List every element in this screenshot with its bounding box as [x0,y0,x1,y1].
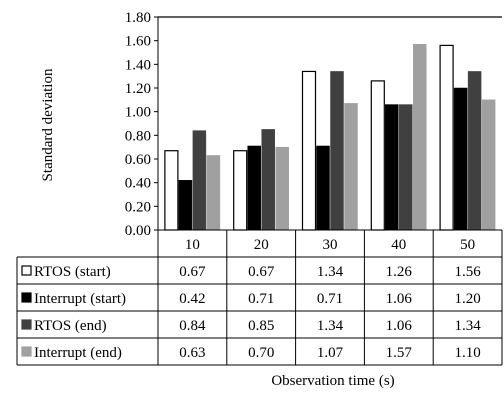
data-label: 1.06 [386,291,413,307]
bar [481,99,496,231]
bar [370,80,385,231]
data-label: 0.71 [248,291,274,307]
y-tick-label: 0.20 [125,199,151,215]
bar [164,150,179,231]
y-tick-label: 1.40 [125,57,151,73]
bar [467,71,482,231]
data-label: 0.63 [179,345,205,361]
y-tick-label: 0.00 [125,223,151,239]
legend-label: Interrupt (start) [34,291,126,307]
y-tick-label: 0.80 [125,128,151,144]
data-label: 1.07 [317,345,344,361]
bar [316,145,330,231]
x-axis-label: Observation time (s) [271,373,394,389]
x-tick-label: 30 [323,237,338,253]
data-label: 1.20 [454,291,480,307]
bar [206,155,221,231]
data-label: 1.06 [386,318,413,334]
bar [344,103,358,231]
x-tick-label: 20 [254,237,269,253]
legend-label: Interrupt (end) [34,345,122,361]
data-label: 0.85 [248,318,274,334]
data-label: 1.34 [454,318,481,334]
data-label: 0.67 [248,264,275,280]
data-label: 0.42 [179,291,205,307]
data-label: 1.34 [317,318,344,334]
data-label: 1.34 [317,264,344,280]
data-label: 0.71 [317,291,343,307]
y-tick-label: 1.60 [125,34,151,50]
legend-swatch [21,292,32,303]
legend-swatch [21,346,32,357]
bar [439,44,454,231]
y-tick-label: 1.00 [125,105,151,121]
legend-row: RTOS (start) 0.67 0.67 1.34 1.26 1.56 [21,264,481,280]
y-axis-label: Standard deviation [40,68,56,181]
legend-label: RTOS (end) [34,318,107,334]
x-tick-label: 50 [460,237,475,253]
x-tick-label: 40 [391,237,406,253]
bar [413,43,427,231]
bar [385,104,399,231]
y-tick-label: 1.20 [125,81,151,97]
y-tick-label: 0.40 [125,176,151,192]
bar [233,150,248,231]
data-label: 1.10 [454,345,480,361]
bar [178,180,193,231]
bar [247,145,261,231]
data-table: 10 20 30 40 50 RTOS (start) 0.67 0.67 1.34 1.26 1.… [16,229,503,366]
bar [330,71,344,231]
bar [261,129,275,231]
bar [399,104,413,231]
y-axis: 0.00 0.20 0.40 0.60 0.80 1.00 1.20 1.40 1.60 1.80 [125,10,159,239]
bars [164,43,496,231]
y-tick-label: 1.80 [125,10,151,26]
bar [301,70,317,231]
bar [275,146,289,231]
data-label: 1.57 [386,345,413,361]
data-label: 0.67 [179,264,206,280]
legend-label: RTOS (start) [34,264,111,280]
legend-swatch [21,265,32,276]
data-label: 1.26 [386,264,413,280]
bar [453,87,468,231]
data-label: 1.56 [454,264,481,280]
legend-swatch [21,319,32,330]
x-tick-label: 10 [185,237,200,253]
data-label: 0.70 [248,345,274,361]
legend-row: Interrupt (start) 0.42 0.71 0.71 1.06 1.20 [21,291,481,307]
legend-row: RTOS (end) 0.84 0.85 1.34 1.06 1.34 [21,318,481,334]
data-label: 0.84 [179,318,206,334]
bar [192,130,207,231]
legend-row: Interrupt (end) 0.63 0.70 1.07 1.57 1.10 [21,345,481,361]
y-tick-label: 0.60 [125,152,151,168]
